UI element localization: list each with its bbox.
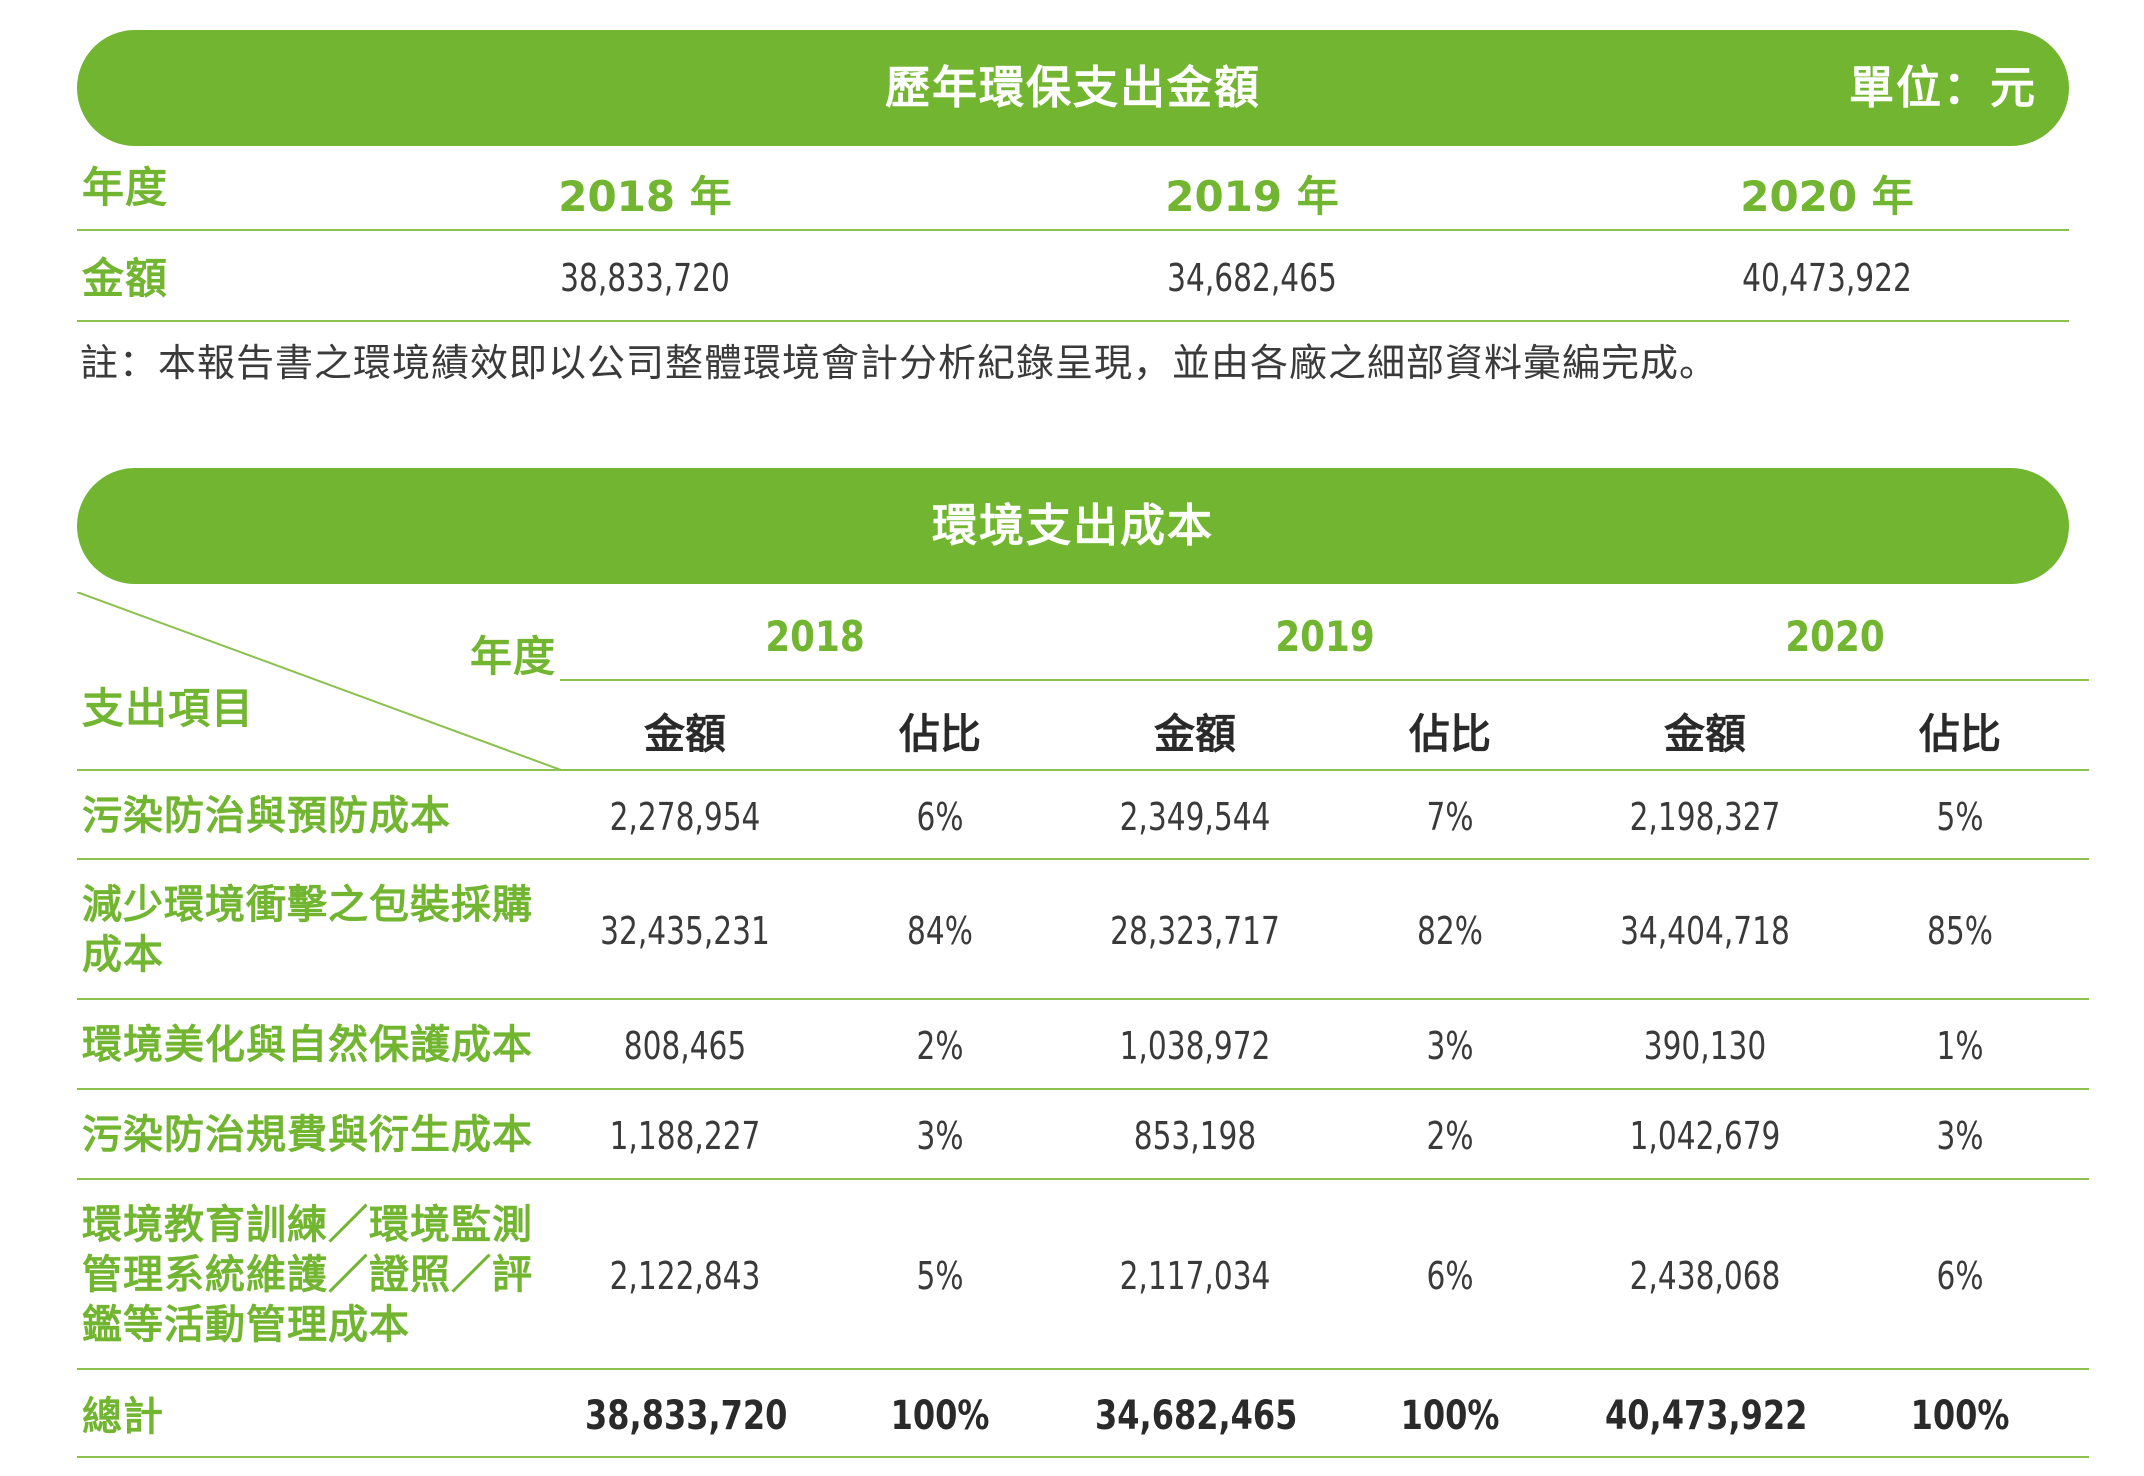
table2-row-divider — [77, 1368, 2089, 1370]
table2-cell: 6% — [1426, 1254, 1474, 1298]
table2-cell: 2,117,034 — [1119, 1254, 1271, 1298]
table2-ratio-header-2020: 佔比 — [1919, 710, 2001, 758]
table2-year-2020: 2020 — [1785, 612, 1885, 661]
table2-cell: 6% — [916, 795, 964, 839]
table2-amount-header-2020: 金額 — [1664, 710, 1746, 758]
table2-cell: 808,465 — [623, 1024, 747, 1068]
table2-row-label: 減少環境衝擊之包裝採購成本 — [82, 882, 533, 978]
table2-amount-header-2018: 金額 — [644, 710, 726, 758]
table2-year-2018: 2018 — [765, 612, 865, 661]
table2-total-label: 總計 — [82, 1394, 164, 1440]
table2-row-divider — [77, 998, 2089, 1000]
table2-ratio-header-2019: 佔比 — [1409, 710, 1491, 758]
table2-corner-diagonal — [77, 592, 561, 771]
table2-cell: 28,323,717 — [1110, 909, 1280, 953]
table2-cell: 390,130 — [1643, 1024, 1767, 1068]
table2-corner-year: 年度 — [470, 632, 557, 681]
table2-cell: 853,198 — [1133, 1114, 1257, 1158]
table1-unit: 單位：元 — [1848, 61, 2037, 114]
table2-cell: 6% — [1936, 1254, 1984, 1298]
table2-row-divider — [77, 858, 2089, 860]
table2-total-cell: 38,833,720 — [585, 1393, 788, 1439]
table2-row-divider — [77, 1088, 2089, 1090]
table2-cell: 2,278,954 — [609, 795, 761, 839]
table2-cell: 85% — [1927, 909, 1993, 953]
table2-row-label: 環境美化與自然保護成本 — [82, 1022, 533, 1068]
table2-total-cell: 34,682,465 — [1095, 1393, 1298, 1439]
table1-year-label: 年度 — [82, 163, 169, 212]
table2-cell: 3% — [1936, 1114, 1984, 1158]
table2-cell: 1,042,679 — [1629, 1114, 1781, 1158]
table2-cell: 32,435,231 — [600, 909, 770, 953]
table1-amount-2019: 34,682,465 — [1167, 256, 1337, 300]
table2-year-2019: 2019 — [1275, 612, 1375, 661]
table2-cell: 2,438,068 — [1629, 1254, 1781, 1298]
table2-row-label: 污染防治規費與衍生成本 — [82, 1112, 533, 1158]
table2-cell: 84% — [907, 909, 973, 953]
table1-header-bar: 歷年環保支出金額 單位：元 — [77, 30, 2069, 146]
table2-total-cell: 100% — [890, 1393, 990, 1439]
table2-cell: 3% — [1426, 1024, 1474, 1068]
table1-year-2018: 2018 年 — [558, 172, 732, 221]
table2-cell: 2% — [1426, 1114, 1474, 1158]
table2-year-divider — [560, 679, 2089, 681]
table1-amount-label: 金額 — [82, 254, 169, 303]
table2-cell: 34,404,718 — [1620, 909, 1790, 953]
table2-cell: 2,198,327 — [1629, 795, 1781, 839]
table2-cell: 7% — [1426, 795, 1474, 839]
table2-corner-item: 支出項目 — [82, 684, 255, 733]
table2-total-cell: 40,473,922 — [1605, 1393, 1808, 1439]
table2-header-divider — [77, 769, 2089, 771]
table2-row-label: 污染防治與預防成本 — [82, 793, 451, 839]
table2-bottom-divider — [77, 1456, 2089, 1458]
table2-row-label: 環境教育訓練／環境監測管理系統維護／證照／評鑑等活動管理成本 — [82, 1202, 533, 1348]
table2-cell: 3% — [916, 1114, 964, 1158]
table1-divider-1 — [77, 229, 2069, 231]
table1-title: 歷年環保支出金額 — [884, 61, 1261, 114]
table1-divider-2 — [77, 320, 2069, 322]
table2-amount-header-2019: 金額 — [1154, 710, 1236, 758]
table2-cell: 2,122,843 — [609, 1254, 761, 1298]
table2-header-bar: 環境支出成本 — [77, 468, 2069, 584]
table2-cell: 1% — [1936, 1024, 1984, 1068]
table2-cell: 1,188,227 — [609, 1114, 761, 1158]
table2-title: 環境支出成本 — [931, 499, 1214, 552]
table2-cell: 1,038,972 — [1119, 1024, 1271, 1068]
table1-year-2019: 2019 年 — [1165, 172, 1339, 221]
table1-amount-2020: 40,473,922 — [1742, 256, 1912, 300]
table2-cell: 82% — [1417, 909, 1483, 953]
table2-total-cell: 100% — [1910, 1393, 2010, 1439]
table2-cell: 2,349,544 — [1119, 795, 1271, 839]
table2-row-divider — [77, 1178, 2089, 1180]
table2-cell: 5% — [916, 1254, 964, 1298]
table2-cell: 2% — [916, 1024, 964, 1068]
table2-total-cell: 100% — [1400, 1393, 1500, 1439]
table1-note: 註：本報告書之環境績效即以公司整體環境會計分析紀錄呈現，並由各廠之細部資料彙編完… — [80, 341, 1719, 385]
table1-amount-2018: 38,833,720 — [560, 256, 730, 300]
table2-cell: 5% — [1936, 795, 1984, 839]
table1-year-2020: 2020 年 — [1740, 172, 1914, 221]
table2-ratio-header-2018: 佔比 — [899, 710, 981, 758]
